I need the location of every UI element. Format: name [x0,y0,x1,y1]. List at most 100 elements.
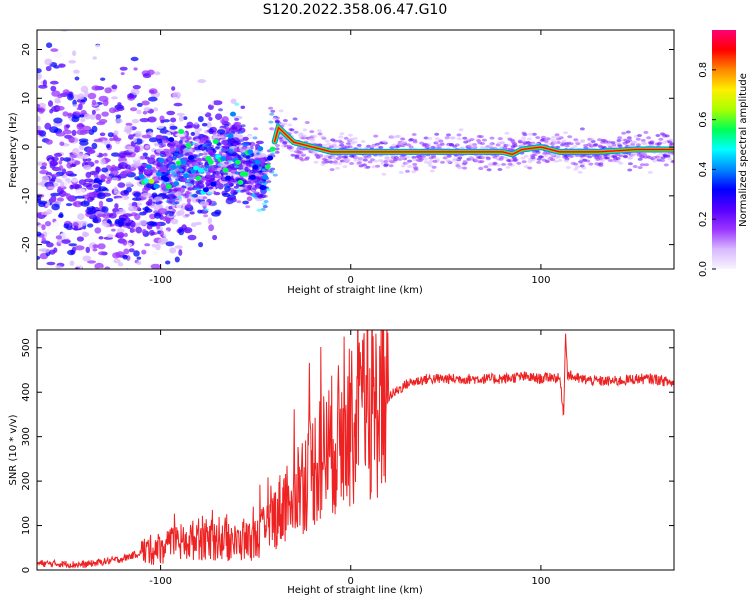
heat-cell [137,165,145,172]
heat-cell [178,140,183,145]
heat-cell [164,196,170,199]
heat-cell [50,173,61,178]
heat-cell [76,236,84,242]
heat-cell [45,65,52,72]
heat-cell [485,156,491,160]
heat-cell [606,140,612,144]
heat-cell [116,228,125,234]
heat-cell [110,278,116,283]
heat-cell [115,197,125,201]
heat-cell [61,239,71,245]
heat-cell [98,119,108,124]
heat-cell [70,281,78,286]
heat-cell [171,86,176,91]
heat-cell [110,164,117,171]
heat-cell [100,173,106,181]
heat-cell [545,137,551,141]
heat-cell [195,138,200,143]
heat-cell [310,138,316,142]
colorbar-tick-label: 0.2 [698,211,709,227]
heat-cell [400,164,406,168]
heat-cell [400,137,406,141]
heat-cell [87,260,96,264]
heat-cell [197,116,204,123]
heat-cell [230,98,237,104]
heat-cell [294,154,300,158]
heat-cell [432,159,438,163]
heat-cell [298,132,304,136]
heat-cell [400,157,406,161]
heat-cell [531,132,537,136]
heat-cell [113,278,122,283]
heat-cell [225,175,232,181]
heat-cell [413,168,419,171]
heat-cell [55,282,63,286]
heat-cell [98,95,109,102]
heat-cell [472,145,478,149]
heat-cell [86,205,95,211]
heat-cell [73,225,79,231]
heat-cell [47,304,55,308]
heat-cell [347,133,353,137]
heat-cell [41,175,50,183]
heat-cell [95,166,102,173]
heat-cell [170,164,177,170]
heat-cell [202,187,209,193]
heat-cell [295,147,301,151]
heat-cell [556,155,562,159]
heat-cell [588,162,594,166]
heat-cell [275,144,280,147]
heat-cell [561,139,567,143]
heat-cell [262,205,268,209]
heat-cell [242,171,249,177]
heat-cell [343,155,349,159]
heat-cell [274,150,280,154]
heat-cell [636,143,641,147]
heat-cell [173,102,183,107]
heat-cell [81,125,92,132]
heat-cell [480,142,485,146]
heat-cell [183,116,188,120]
heat-cell [249,174,256,180]
heat-cell [617,136,623,140]
heat-cell [101,322,108,326]
heat-cell [64,288,69,293]
heat-cell [123,189,128,195]
heat-cell [320,135,326,139]
heat-cell [206,139,211,143]
heat-cell [454,162,460,165]
y-tick-label: -20 [21,236,32,252]
heat-cell [606,154,612,158]
heat-cell [520,156,526,160]
heat-cell [115,211,120,215]
heat-cell [75,188,86,195]
heat-cell [253,127,259,131]
heat-cell [655,134,661,137]
heat-cell [35,277,42,283]
heat-cell [352,140,358,144]
heat-cell [458,128,464,132]
heat-cell [54,99,62,104]
heat-cell [395,134,401,138]
heat-cell [240,124,246,128]
heat-cell [373,159,379,163]
heat-cell [163,176,170,182]
heat-cell [535,150,541,154]
heat-cell [41,211,50,216]
heat-cell [104,222,110,228]
heat-cell [197,209,203,214]
heat-cell [58,313,66,316]
heat-cell [72,148,80,155]
heat-cell [123,248,130,255]
heat-cell [76,153,86,159]
heat-cell [552,141,558,145]
heat-cell [114,218,121,225]
heat-cell [423,136,429,140]
heat-cell [143,107,151,112]
heat-cell [120,72,125,76]
heat-cell [388,164,394,168]
heat-cell [637,157,643,161]
heat-cell [481,138,487,142]
heat-cell [70,184,80,189]
heat-cell [136,102,143,107]
